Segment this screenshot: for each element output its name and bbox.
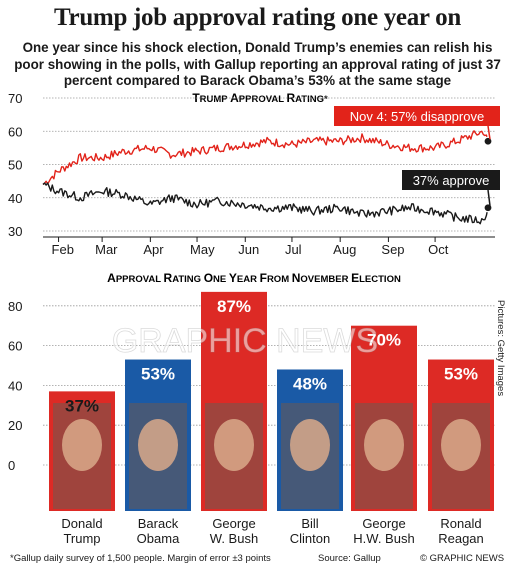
portrait-face	[364, 419, 404, 471]
line-y-tick-label: 70	[8, 91, 22, 106]
line-chart-x-ticks: Feb Mar Apr May Jun Jul Aug Sep Oct	[43, 236, 495, 257]
line-chart-annotations: Nov 4: 57% disapprove 37% approve	[334, 106, 500, 206]
portrait-face	[214, 419, 254, 471]
line-x-tick-label: Mar	[95, 242, 118, 257]
bar: 53%	[428, 359, 494, 511]
bar: 48%	[277, 369, 343, 511]
approve-annotation: 37% approve	[413, 173, 490, 188]
line-y-tick-label: 30	[8, 224, 22, 239]
portrait-face	[290, 419, 330, 471]
footnote: *Gallup daily survey of 1,500 people. Ma…	[10, 553, 271, 564]
bar-value-label: 48%	[293, 374, 327, 393]
bar-chart-bars: 37% 53% 87% 48% 70% 53%	[49, 291, 494, 511]
source-label: Source: Gallup	[318, 553, 381, 564]
line-series-disapprove	[42, 130, 489, 185]
annotation-leader	[487, 189, 491, 206]
line-endpoint-approve	[483, 203, 493, 213]
bar-value-label: 87%	[217, 297, 251, 316]
line-y-tick-label: 60	[8, 124, 22, 139]
annotation-box	[334, 106, 500, 126]
bar-y-tick-label: 20	[8, 418, 22, 433]
bar-category-label: George	[212, 516, 255, 531]
headline: Trump job approval rating one year on	[54, 4, 461, 31]
line-series-approve	[42, 182, 489, 225]
copyright: © GRAPHIC NEWS	[420, 553, 505, 564]
bar-chart: APPROVAL RATING ONE YEAR FROM NOVEMBER E…	[8, 271, 495, 546]
bar-category-label: Clinton	[290, 531, 330, 546]
bar: 70%	[351, 325, 417, 511]
bar-chart-y-ticks: 0 20 40 60 80	[8, 299, 22, 473]
standfirst: One year since his shock election, Donal…	[14, 40, 501, 88]
bar-y-tick-label: 40	[8, 378, 22, 393]
bar-category-label: H.W. Bush	[353, 531, 414, 546]
line-x-tick-label: Apr	[143, 242, 164, 257]
bar-chart-title: APPROVAL RATING ONE YEAR FROM NOVEMBER E…	[107, 271, 401, 285]
line-x-tick-label: Sep	[381, 242, 404, 257]
bar-category-label: Barack	[138, 516, 179, 531]
line-x-tick-label: Oct	[428, 242, 449, 257]
annotation-box	[402, 170, 500, 190]
bar: 53%	[125, 359, 191, 511]
bar-value-label: 53%	[444, 365, 478, 384]
line-endpoint-disapprove	[483, 136, 493, 146]
line-x-tick-label: Aug	[333, 242, 356, 257]
bar-y-tick-label: 0	[8, 458, 15, 473]
annotation-leader	[487, 125, 491, 140]
line-x-tick-label: Jun	[238, 242, 259, 257]
bar-category-label: Reagan	[438, 531, 484, 546]
portrait-face	[441, 419, 481, 471]
portrait-face	[62, 419, 102, 471]
bar-y-tick-label: 60	[8, 339, 22, 354]
line-x-tick-label: May	[190, 242, 215, 257]
bar-category-label: George	[362, 516, 405, 531]
bar-category-label: Ronald	[440, 516, 481, 531]
line-chart-gridlines	[43, 97, 495, 232]
line-chart-series	[42, 130, 493, 225]
disapprove-annotation: Nov 4: 57% disapprove	[350, 109, 484, 124]
bar-chart-gridlines	[43, 305, 495, 466]
bar-value-label: 70%	[367, 331, 401, 350]
line-chart-y-ticks: 30 40 50 60 70	[8, 91, 22, 239]
bar-category-label: Obama	[137, 531, 180, 546]
line-x-tick-label: Jul	[285, 242, 302, 257]
bar-category-label: W. Bush	[210, 531, 258, 546]
watermark: GRAPHIC NEWS	[112, 322, 378, 360]
line-x-tick-label: Feb	[52, 242, 74, 257]
line-y-tick-label: 40	[8, 191, 22, 206]
bar-category-label: Donald	[61, 516, 102, 531]
line-y-tick-label: 50	[8, 158, 22, 173]
bar-category-label: Trump	[63, 531, 100, 546]
bar-y-tick-label: 80	[8, 299, 22, 314]
pictures-credit: Pictures: Getty Images	[495, 300, 506, 396]
bar-category-label: Bill	[301, 516, 318, 531]
portrait-face	[138, 419, 178, 471]
bar-value-label: 53%	[141, 365, 175, 384]
bar-value-label: 37%	[65, 396, 99, 415]
bar: 37%	[49, 391, 115, 511]
bar: 87%	[201, 291, 267, 511]
